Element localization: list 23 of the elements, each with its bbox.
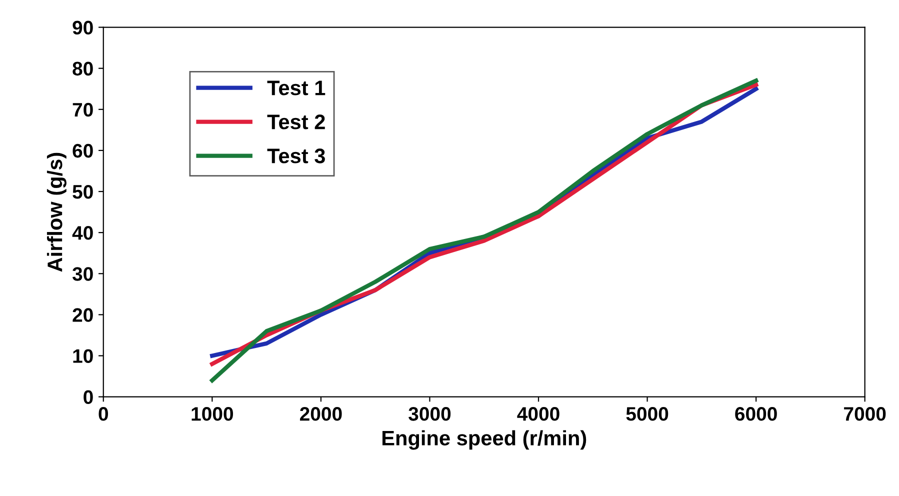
y-tick-label: 60 bbox=[72, 144, 93, 158]
y-tick-label: 0 bbox=[84, 390, 93, 404]
x-tick-label: 4000 bbox=[517, 407, 560, 421]
y-axis-title: Airflow (g/s) bbox=[46, 152, 66, 272]
y-tick-label: 50 bbox=[72, 184, 93, 199]
legend-label: Test 2 bbox=[267, 114, 325, 130]
x-tick-label: 7000 bbox=[844, 407, 886, 421]
legend-label: Test 3 bbox=[267, 148, 325, 164]
y-tick-label: 40 bbox=[72, 226, 93, 240]
y-tick-label: 20 bbox=[72, 308, 93, 322]
y-tick-label: 10 bbox=[73, 349, 93, 363]
x-tick-label: 1000 bbox=[192, 407, 233, 421]
x-tick-label: 5000 bbox=[626, 407, 668, 421]
x-tick-label: 2000 bbox=[300, 407, 342, 421]
x-tick-label: 0 bbox=[98, 407, 108, 421]
y-tick-label: 70 bbox=[72, 102, 93, 117]
y-tick-label: 80 bbox=[72, 62, 93, 76]
y-tick-label: 30 bbox=[72, 267, 93, 281]
x-axis-title: Engine speed (r/min) bbox=[382, 430, 586, 450]
x-tick-label: 3000 bbox=[408, 407, 451, 421]
y-tick-label: 90 bbox=[72, 20, 93, 35]
legend-label: Test 1 bbox=[267, 80, 326, 96]
x-tick-label: 6000 bbox=[735, 407, 777, 421]
